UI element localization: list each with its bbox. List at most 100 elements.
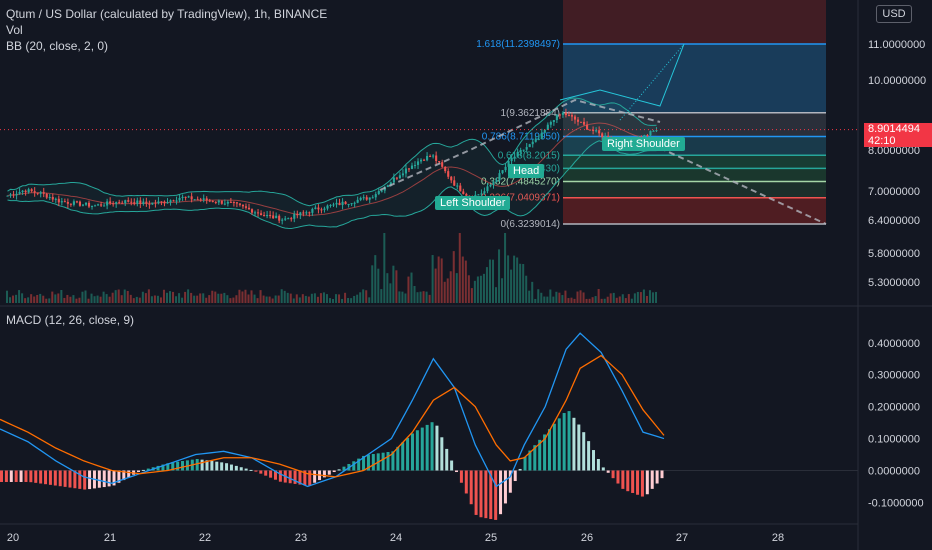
macd-histogram-bar	[288, 470, 292, 484]
volume-bar	[165, 292, 168, 303]
right-shoulder-label[interactable]: Right Shoulder	[602, 137, 685, 151]
volume-bar	[507, 255, 510, 303]
macd-histogram-bar	[445, 448, 449, 471]
volume-bar	[419, 291, 422, 303]
macd-axis-tick: -0.1000000	[868, 497, 924, 509]
macd-histogram-bar	[420, 427, 424, 471]
head-label[interactable]: Head	[508, 164, 545, 178]
volume-bar	[338, 294, 341, 303]
candle-body	[178, 197, 181, 201]
volume-bar	[446, 278, 449, 303]
candle-body	[423, 159, 426, 161]
macd-histogram-bar	[513, 470, 517, 482]
volume-bar	[87, 298, 90, 303]
macd-histogram-bar	[293, 470, 297, 484]
volume-bar	[135, 296, 138, 303]
candle-body	[516, 152, 519, 157]
macd-histogram-bar	[371, 454, 375, 471]
candle-body	[398, 175, 401, 178]
macd-histogram-bar	[342, 466, 346, 471]
volume-bar	[618, 296, 621, 303]
macd-histogram-bar	[254, 470, 258, 472]
candle-body	[576, 119, 580, 122]
volume-bar	[190, 292, 193, 303]
volume-bar	[564, 290, 567, 303]
candle-body	[302, 212, 305, 214]
volume-bar	[15, 294, 18, 303]
candle-body	[465, 193, 468, 196]
volume-indicator-label[interactable]: Vol	[6, 23, 23, 37]
candle-body	[413, 164, 417, 166]
candle-body	[121, 202, 124, 204]
volume-bar	[410, 272, 413, 303]
volume-bar	[111, 292, 114, 303]
macd-histogram-bar	[63, 470, 67, 487]
candle-body	[78, 201, 82, 206]
macd-histogram-bar	[176, 461, 180, 471]
macd-histogram-bar	[68, 470, 72, 488]
candle-body	[220, 200, 223, 204]
volume-bar	[458, 233, 461, 303]
volume-bar	[69, 296, 72, 303]
candle-body	[335, 202, 338, 205]
candle-body	[543, 129, 546, 133]
candle-body	[12, 194, 15, 196]
candle-body	[389, 182, 392, 186]
candle-body	[15, 193, 18, 196]
macd-histogram-bar	[474, 470, 478, 515]
currency-badge[interactable]: USD	[876, 5, 912, 23]
volume-bar	[298, 297, 301, 303]
candle-body	[112, 203, 115, 205]
macd-indicator-label[interactable]: MACD (12, 26, close, 9)	[6, 313, 135, 327]
candle-body	[296, 213, 299, 216]
candle-body	[235, 202, 238, 204]
candle-body	[341, 201, 344, 206]
fib-level-label: 1(9.3621884)	[501, 108, 561, 119]
volume-bar	[395, 270, 398, 303]
candle-body	[386, 185, 389, 188]
candle-body	[646, 135, 649, 137]
macd-axis-tick: 0.3000000	[868, 370, 920, 382]
left-shoulder-label[interactable]: Left Shoulder	[435, 196, 511, 210]
candle-body	[69, 203, 72, 205]
macd-histogram-bar	[650, 470, 654, 489]
candle-body	[60, 201, 63, 203]
time-axis-tick: 26	[581, 532, 593, 544]
volume-bar	[609, 293, 612, 303]
candle-body	[392, 177, 395, 183]
volume-bar	[591, 297, 594, 303]
macd-histogram-bar	[229, 464, 233, 471]
candle-body	[561, 112, 564, 115]
volume-bar	[606, 296, 609, 303]
candle-body	[558, 114, 561, 116]
bollinger-bands-label[interactable]: BB (20, close, 2, 0)	[6, 39, 109, 53]
candle-body	[589, 129, 592, 131]
volume-bar	[307, 296, 310, 303]
volume-bar	[21, 293, 24, 303]
price-axis-tick: 8.0000000	[868, 145, 920, 157]
candle-body	[429, 155, 432, 157]
macd-histogram-bar	[552, 423, 556, 471]
macd-histogram-bar	[440, 437, 444, 471]
macd-histogram-bar	[156, 465, 160, 471]
candle-body	[24, 190, 27, 193]
candle-body	[75, 201, 78, 203]
candle-body	[643, 135, 646, 139]
macd-histogram-bar	[386, 452, 390, 471]
candle-body	[444, 166, 447, 172]
macd-histogram-bar	[401, 442, 405, 471]
macd-histogram-bar	[53, 470, 57, 486]
volume-bar	[531, 281, 534, 303]
macd-histogram-bar	[234, 465, 238, 471]
macd-histogram-bar	[259, 470, 263, 474]
macd-histogram-bar	[146, 468, 150, 471]
volume-bar	[313, 293, 316, 303]
volume-bar	[636, 291, 639, 303]
volume-bar	[262, 295, 265, 303]
volume-bar	[552, 296, 555, 303]
volume-bar	[117, 289, 120, 303]
time-axis-tick: 23	[295, 532, 307, 544]
volume-bar	[555, 291, 558, 303]
macd-histogram-bar	[107, 470, 111, 487]
